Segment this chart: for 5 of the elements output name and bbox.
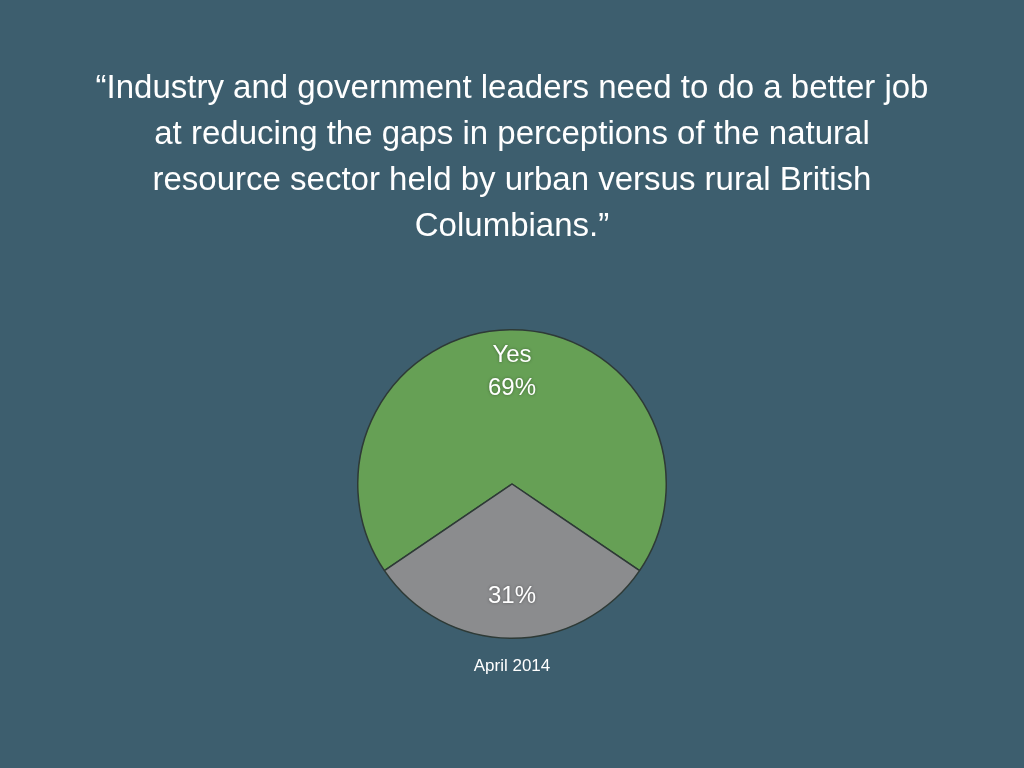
slice-label: Yes	[492, 339, 532, 367]
chart-title: “Industry and government leaders need to do a better job at reducing the gaps in perceptions of the natural resource sector held by urban versus rural British Columbians.”	[94, 67, 930, 245]
text: April 2014	[472, 656, 552, 676]
data-label: 31%	[487, 581, 537, 609]
data-label: 69%	[487, 372, 537, 400]
